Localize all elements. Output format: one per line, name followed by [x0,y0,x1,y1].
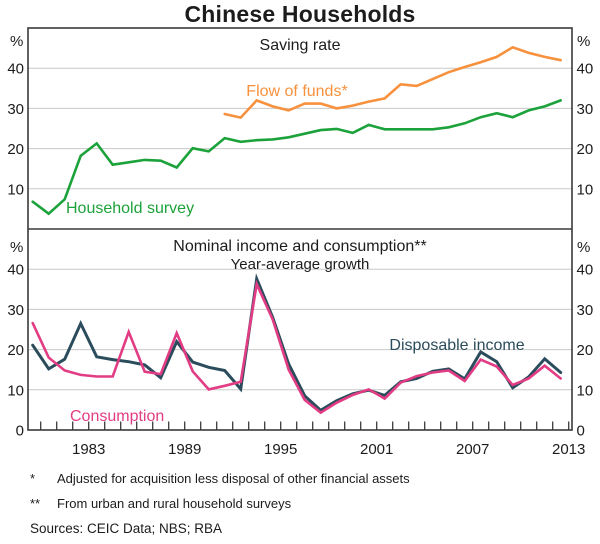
footnote-2: ** From urban and rural household survey… [30,496,291,511]
y-axis-tick-label-right: 40 [577,262,594,279]
x-axis-year-label: 2001 [360,441,393,458]
footnote-2-marker: ** [30,496,41,511]
x-axis-year-label: 1995 [264,441,297,458]
bottom-panel-subtitle: Year-average growth [231,256,370,273]
top-panel-unit-left: % [10,33,23,50]
top-panel-unit-right: % [577,33,590,50]
y-axis-tick-label-left: 0 [16,423,24,440]
series-label-consumption: Consumption [70,408,164,425]
series-label-household-survey: Household survey [66,200,194,217]
y-axis-tick-label-right: 0 [577,423,585,440]
y-axis-tick-label-right: 30 [577,101,594,118]
y-axis-tick-label-left: 30 [7,302,24,319]
y-axis-tick-label-right: 10 [577,382,594,399]
top-panel-title: Saving rate [260,37,341,54]
plot-border [27,27,573,431]
y-axis-tick-label-right: 30 [577,302,594,319]
x-axis-year-label: 1983 [72,441,105,458]
series-line-consumption [31,279,563,415]
bottom-panel-unit-left: % [10,239,23,256]
series-line-household-survey [31,99,563,216]
y-axis-tick-label-right: 10 [577,181,594,198]
y-axis-tick-label-left: 30 [7,101,24,118]
y-axis-tick-label-right: 20 [577,141,594,158]
y-axis-tick-label-left: 10 [7,382,24,399]
footnote-1-text: Adjusted for acquisition less disposal o… [57,471,410,486]
x-axis-year-label: 2013 [552,441,585,458]
footnote-2-text: From urban and rural household surveys [57,496,292,511]
x-axis-year-label: 1989 [168,441,201,458]
y-axis-tick-label-left: 20 [7,141,24,158]
series-line-flow-of-funds [223,45,563,120]
footnote-1: * Adjusted for acquisition less disposal… [30,471,410,486]
x-axis-year-label: 2007 [456,441,489,458]
series-label-disposable-income: Disposable income [389,337,524,354]
y-axis-tick-label-left: 40 [7,61,24,78]
y-axis-tick-label-left: 40 [7,262,24,279]
y-axis-tick-label-right: 40 [577,61,594,78]
y-axis-tick-label-right: 20 [577,342,594,359]
series-label-flow-of-funds: Flow of funds* [246,83,347,100]
series-line-disposable-income [31,273,563,413]
footnote-1-marker: * [30,471,36,486]
y-axis-tick-label-left: 10 [7,181,24,198]
sources-line: Sources: CEIC Data; NBS; RBA [30,521,223,536]
bottom-panel-title: Nominal income and consumption** [173,238,426,255]
bottom-panel-unit-right: % [577,239,590,256]
page-title: Chinese Households [184,1,416,27]
y-axis-tick-label-left: 20 [7,342,24,359]
